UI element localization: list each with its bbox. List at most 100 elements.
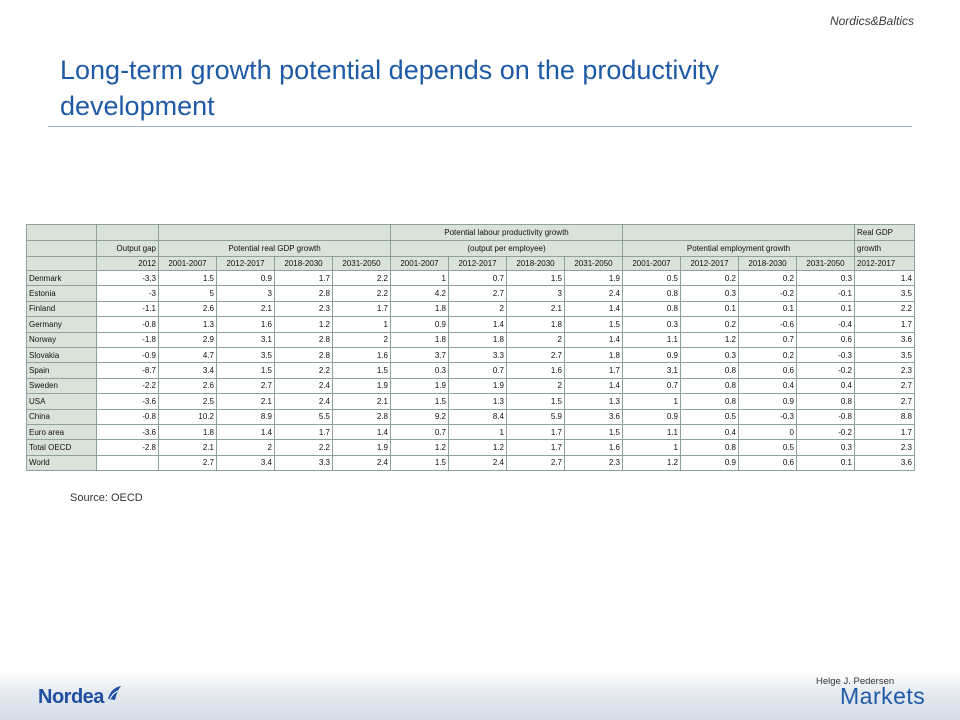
growth-table: Potential labour productivity growth Rea… — [26, 224, 915, 472]
table-cell: 3.5 — [216, 346, 275, 364]
header-blank-2 — [26, 240, 97, 257]
table-cell: 4.7 — [158, 346, 217, 364]
table-cell: 0.7 — [448, 269, 507, 287]
table-cell: 3.6 — [564, 408, 623, 425]
table-cell: 1.7 — [506, 423, 565, 441]
table-cell: 0.8 — [622, 285, 681, 302]
table-cell: 2.4 — [332, 454, 391, 472]
table-row: USA -3.6 2.5 2.1 2.4 2.1 1.5 1.3 1.5 1.3 1 0.8 0.9 0.… — [26, 393, 915, 410]
table-cell: 1.7 — [854, 316, 915, 333]
table-cell: 5 — [158, 285, 217, 302]
table-cell: 2.7 — [158, 454, 217, 472]
table-cell: 0.3 — [680, 346, 739, 364]
table-cell: 0.2 — [738, 269, 797, 287]
row-country: World — [26, 454, 97, 472]
table-cell: -0.8 — [796, 408, 855, 425]
row-country: Spain — [26, 362, 97, 379]
table-cell: 1.2 — [622, 454, 681, 472]
table-cell: 3 — [216, 285, 275, 302]
period-header-row: 2012 2001-2007 2012-2017 2018-2030 2031-2050… — [26, 256, 915, 271]
nordea-logo-text: Nordea — [38, 685, 104, 708]
table-cell: 1.9 — [332, 377, 391, 395]
table-cell: -3 — [96, 285, 159, 302]
table-cell: 0.1 — [796, 300, 855, 318]
row-country: Total OECD — [26, 439, 97, 456]
table-cell: 0.2 — [680, 269, 739, 287]
table-cell: 1.5 — [158, 269, 217, 287]
table-cell: 1.6 — [564, 439, 623, 456]
table-cell: 1.5 — [390, 393, 449, 410]
table-cell: 3.6 — [854, 454, 915, 472]
table-cell: 1.5 — [216, 362, 275, 379]
table-cell: 5.9 — [506, 408, 565, 425]
table-cell: -0.3 — [796, 346, 855, 364]
period-header: 2031-2050 — [564, 256, 623, 271]
table-cell: 1.4 — [332, 423, 391, 441]
table-cell: 2.2 — [332, 269, 391, 287]
table-cell: -8.7 — [96, 362, 159, 379]
table-cell: 0.3 — [796, 439, 855, 456]
table-cell: 0.6 — [738, 362, 797, 379]
table-cell: 3.7 — [390, 346, 449, 364]
table-cell: 1.2 — [448, 439, 507, 456]
period-header: 2012 — [96, 256, 159, 271]
sail-icon — [107, 686, 121, 700]
table-row: Total OECD -2.8 2.1 2 2.2 1.9 1.2 1.2 1.7 1.6 1 0.8… — [26, 439, 915, 456]
table-row: Denmark -3.3 1.5 0.9 1.7 2.2 1 0.7 1.5 1.9 0.5 0.2 0… — [26, 269, 915, 287]
nordea-logo: Nordea — [38, 682, 122, 712]
table-cell: 2.7 — [506, 454, 565, 472]
table-cell: 2.6 — [158, 377, 217, 395]
table-cell: 3.4 — [216, 454, 275, 472]
table-cell: 10.2 — [158, 408, 217, 425]
table-cell: -0.2 — [796, 423, 855, 441]
table-cell: 1.5 — [564, 423, 623, 441]
table-cell: 1.7 — [506, 439, 565, 456]
period-header: 2012-2017 — [854, 256, 915, 271]
group-header-row-1: Potential labour productivity growth Rea… — [26, 224, 915, 241]
table-cell: 2.1 — [216, 393, 275, 410]
row-country: Denmark — [26, 269, 97, 287]
table-cell: -1.1 — [96, 300, 159, 318]
table-cell: 2.7 — [506, 346, 565, 364]
table-cell: 0.3 — [622, 316, 681, 333]
table-cell: -0.8 — [96, 408, 159, 425]
table-cell: 2.8 — [332, 408, 391, 425]
row-country: Norway — [26, 331, 97, 348]
period-header: 2001-2007 — [622, 256, 681, 271]
table-cell: -0.3 — [738, 408, 797, 425]
table-cell: 0.7 — [622, 377, 681, 395]
table-cell: 0.7 — [738, 331, 797, 348]
table-cell: 0.1 — [738, 300, 797, 318]
table-cell: 0.8 — [680, 439, 739, 456]
table-cell: 1.9 — [390, 377, 449, 395]
row-country: USA — [26, 393, 97, 410]
table-cell: 1.4 — [564, 300, 623, 318]
table-cell: 1 — [448, 423, 507, 441]
header-real-gdp: Potential real GDP growth — [158, 240, 391, 257]
table-cell: 2.3 — [854, 362, 915, 379]
table-cell: 1.5 — [506, 393, 565, 410]
table-cell: 1 — [622, 439, 681, 456]
table-cell: 2.2 — [274, 439, 333, 456]
header-real-gdp-short-1: Real GDP — [854, 224, 915, 241]
table-cell: 1.4 — [564, 331, 623, 348]
header-employment-top — [622, 224, 855, 241]
table-cell: 0.8 — [796, 393, 855, 410]
table-cell: 0.3 — [680, 285, 739, 302]
table-cell: -0.1 — [796, 285, 855, 302]
table-cell: 8.9 — [216, 408, 275, 425]
table-cell: 0.9 — [680, 454, 739, 472]
table-cell: 3.5 — [854, 285, 915, 302]
table-cell: 2 — [506, 377, 565, 395]
table-cell: 2.7 — [854, 377, 915, 395]
table-cell: -1.8 — [96, 331, 159, 348]
table-cell: 3 — [506, 285, 565, 302]
table-cell: 1.5 — [332, 362, 391, 379]
footer-bar — [0, 672, 960, 720]
row-country: China — [26, 408, 97, 425]
table-cell: 2.9 — [158, 331, 217, 348]
period-header: 2031-2050 — [796, 256, 855, 271]
table-cell: 1 — [622, 393, 681, 410]
table-cell: -0.6 — [738, 316, 797, 333]
table-cell: 1.5 — [506, 269, 565, 287]
